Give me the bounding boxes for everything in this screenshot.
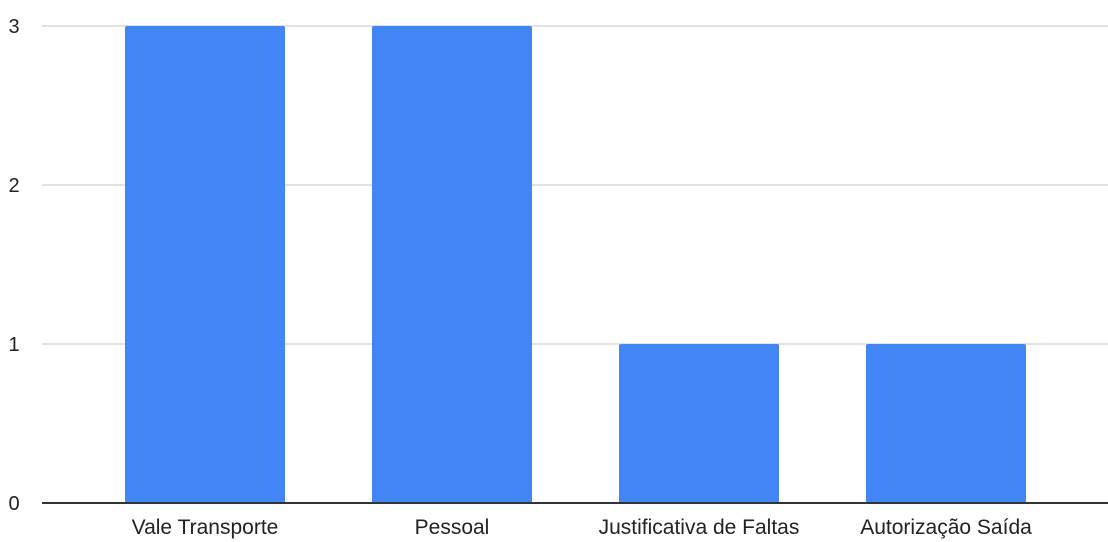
y-tick-label: 0 xyxy=(8,493,19,515)
bar-2 xyxy=(619,344,779,503)
x-tick-label: Pessoal xyxy=(415,516,490,539)
x-tick-label: Autorização Saída xyxy=(860,516,1032,539)
bar-0 xyxy=(125,26,285,503)
y-tick-label: 1 xyxy=(8,334,19,356)
y-tick-label: 2 xyxy=(8,175,19,197)
y-tick-label: 3 xyxy=(8,16,19,38)
bars xyxy=(125,26,1026,503)
x-tick-label: Vale Transporte xyxy=(132,516,279,539)
y-tick-labels: 0 1 2 3 xyxy=(8,16,19,515)
bar-3 xyxy=(866,344,1026,503)
bar-1 xyxy=(372,26,532,503)
x-tick-label: Justificativa de Faltas xyxy=(599,516,800,539)
x-tick-labels: Vale Transporte Pessoal Justificativa de F… xyxy=(132,516,1032,539)
